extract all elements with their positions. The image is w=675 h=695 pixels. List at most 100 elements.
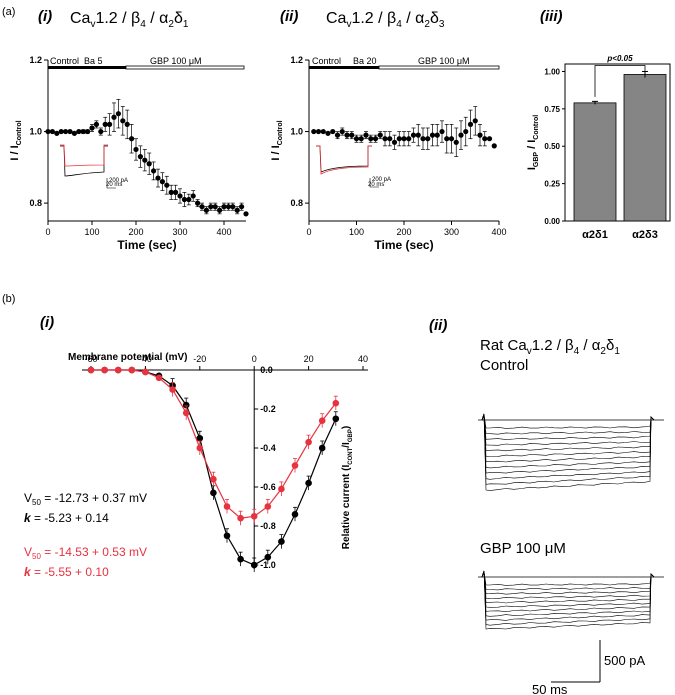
plot-frame <box>564 63 671 222</box>
traces-gbp <box>478 570 664 630</box>
data-point <box>225 204 231 210</box>
x-tick-label: 100 <box>349 227 364 237</box>
panel-label-aiii: (iii) <box>540 8 563 25</box>
data-point <box>80 128 86 135</box>
data-point <box>182 409 190 417</box>
label-gbp: GBP 100 μM <box>480 540 566 557</box>
y-tick-label: -1.0 <box>260 560 276 570</box>
y-axis-label-sub: Control <box>16 120 23 145</box>
title-ai: Cav1.2 / β4 / α2δ1 <box>70 10 189 30</box>
y-axis-label-sub: Control <box>277 120 284 145</box>
y-tick-label: 1.2 <box>290 55 303 65</box>
data-point <box>221 204 227 210</box>
title-aii: Cav1.2 / β4 / α2δ3 <box>326 10 445 30</box>
data-point <box>406 136 412 142</box>
y-label-end: ) <box>341 426 352 429</box>
x-tick-label: 300 <box>444 227 459 237</box>
data-point <box>196 444 204 452</box>
data-point <box>173 189 179 195</box>
panel-label-bii: (ii) <box>429 317 447 334</box>
svg-text:k = -5.23 + 0.14: k = -5.23 + 0.14 <box>24 511 109 525</box>
y-tick-label: 1.0 <box>290 127 303 137</box>
bar-label-gbp: GBP 100 μM <box>418 56 470 66</box>
y-label-sub2: GBP <box>348 429 354 442</box>
data-point <box>291 462 299 469</box>
current-trace <box>481 413 655 457</box>
current-trace <box>481 570 655 591</box>
chart-time-course-a1: 0 100 200 300 400 0.8 1.0 1.2 Time (sec) I / ICon… <box>9 55 249 252</box>
data-point <box>137 154 143 160</box>
category-label: α2δ3 <box>632 229 658 241</box>
data-point <box>49 128 56 135</box>
data-point <box>250 561 258 569</box>
data-point <box>305 438 312 446</box>
current-trace <box>481 570 655 608</box>
data-point <box>349 132 355 138</box>
data-point <box>467 121 474 127</box>
data-point <box>182 401 190 409</box>
y-tick-label: -0.4 <box>260 443 276 453</box>
bar-label-control: Control <box>50 56 79 66</box>
fit-params-black: V50 = -12.73 + 0.37 mV k = -5.23 + 0.14 <box>24 491 147 525</box>
data-point <box>243 211 249 217</box>
data-point <box>358 136 364 142</box>
panel-label-b: (b) <box>2 293 15 305</box>
data-point <box>76 128 82 135</box>
current-trace <box>481 413 655 429</box>
data-point <box>164 182 170 188</box>
data-point <box>142 157 148 163</box>
y-label-sub: CONT <box>348 447 354 464</box>
x-tick-label: 0 <box>45 227 50 237</box>
x-tick-label: 40 <box>358 354 368 364</box>
y-label-sub: GBP <box>533 152 540 168</box>
data-point <box>101 366 108 374</box>
data-point <box>377 132 383 138</box>
significance-label: p<0.05 <box>606 54 633 63</box>
data-point <box>181 196 187 203</box>
data-point <box>344 132 350 138</box>
data-point <box>315 128 322 135</box>
chart-iv-curve: -60 -40 -20 0 20 40 0.0 -0.2 -0.4 -0.6 -0.8 -1.0 Mem… <box>68 352 368 572</box>
bar-label-ba: Ba 5 <box>84 56 103 66</box>
data-point <box>463 128 469 135</box>
data-point <box>368 136 374 142</box>
data-point <box>291 511 299 518</box>
data-point <box>87 366 95 374</box>
data-point <box>439 128 445 135</box>
x-tick-label: 200 <box>396 227 411 237</box>
significance-bracket <box>594 65 646 97</box>
data-point <box>107 121 113 127</box>
data-point <box>264 553 272 561</box>
data-point <box>89 125 95 131</box>
data-point <box>425 136 431 142</box>
data-point <box>129 136 135 142</box>
data-point <box>453 139 459 145</box>
data-point <box>318 444 326 452</box>
y-tick-label: 0.0 <box>260 365 273 375</box>
inset-traces-aii: 200 pA 20 ms <box>316 145 391 188</box>
data-point <box>250 512 258 520</box>
data-point <box>210 489 217 497</box>
chart-time-course-a3: 0 100 200 300 400 0.8 1.0 1.2 Time (sec) I / ICon… <box>270 55 507 252</box>
traces-control <box>478 413 664 491</box>
scale-pa: 200 pA <box>372 177 391 183</box>
y-tick-label: 1.2 <box>29 55 42 65</box>
condition-bars-ai: Control Ba 5 GBP 100 μM <box>48 56 245 70</box>
x-tick-label: 0 <box>306 227 311 237</box>
data-point <box>190 193 196 199</box>
data-point <box>223 532 231 540</box>
bar <box>623 74 667 222</box>
data-point <box>102 121 108 127</box>
data-point <box>372 136 379 142</box>
fit-curve <box>91 369 337 566</box>
data-point <box>278 485 285 493</box>
data-point <box>237 555 244 563</box>
current-trace <box>481 413 655 480</box>
current-trace <box>481 570 655 626</box>
data-point <box>217 207 223 213</box>
current-trace <box>481 570 655 604</box>
data-point <box>332 399 340 407</box>
scale-ms: 20 ms <box>106 182 122 188</box>
current-trace <box>481 413 655 446</box>
